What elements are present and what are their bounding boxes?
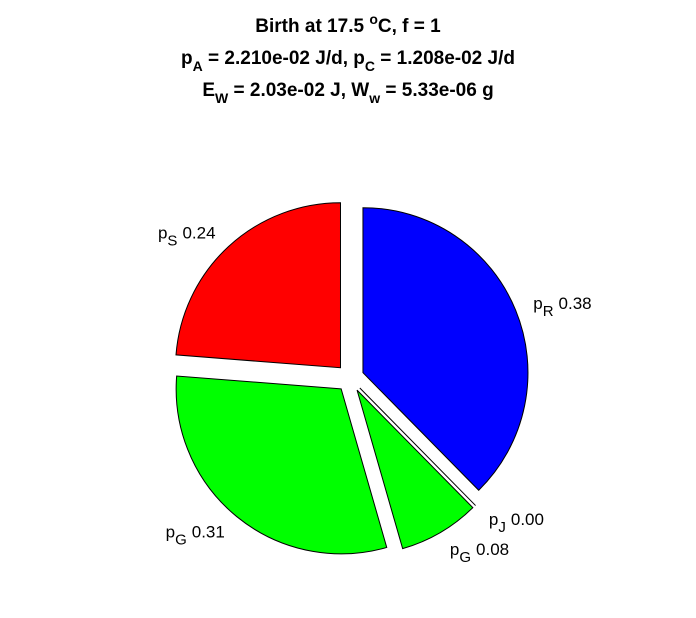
slice-label: pS 0.24: [158, 224, 216, 250]
title-sub: C: [365, 58, 375, 74]
slice-label: pG 0.31: [166, 522, 225, 548]
label-subscript: J: [498, 519, 506, 536]
label-value: 0.08: [476, 540, 509, 559]
chart-title: Birth at 17.5 oC, f = 1 pA = 2.210e-02 J/…: [181, 11, 515, 106]
label-value: 0.31: [192, 522, 225, 541]
label-value: 0.24: [182, 224, 215, 243]
label-name: p: [489, 510, 498, 529]
pie-slice: [362, 207, 529, 491]
title-text: E: [202, 80, 215, 101]
label-name: p: [158, 224, 167, 243]
label-subscript: G: [175, 531, 187, 548]
title-text: Birth at 17.5: [255, 16, 369, 37]
label-name: p: [166, 522, 175, 541]
slice-label: pJ 0.00: [489, 510, 544, 536]
title-text: = 5.33e-06 g: [380, 80, 494, 101]
label-subscript: G: [459, 549, 471, 566]
title-sub: W: [215, 90, 229, 106]
label-subscript: R: [543, 303, 554, 320]
title-sub: A: [193, 58, 203, 74]
label-subscript: S: [167, 233, 177, 250]
title-text: C, f = 1: [378, 16, 441, 37]
title-sup: o: [369, 11, 378, 27]
label-value: 0.38: [559, 294, 592, 313]
title-text: p: [181, 48, 193, 69]
label-name: p: [533, 294, 542, 313]
pie-slice: [175, 202, 341, 369]
pie-slice: [356, 389, 474, 550]
title-line: EW = 2.03e-02 J, Ww = 5.33e-06 g: [202, 80, 493, 106]
title-text: = 2.03e-02 J, W: [228, 80, 369, 101]
pie-slice: [175, 375, 388, 555]
title-sub: w: [368, 90, 380, 106]
slice-label: pG 0.08: [450, 540, 509, 566]
title-line: pA = 2.210e-02 J/d, pC = 1.208e-02 J/d: [181, 48, 515, 74]
title-text: = 1.208e-02 J/d: [375, 48, 515, 69]
slice-label: pR 0.38: [533, 294, 591, 320]
title-text: = 2.210e-02 J/d, p: [203, 48, 365, 69]
title-line: Birth at 17.5 oC, f = 1: [255, 11, 441, 37]
label-name: p: [450, 540, 459, 559]
label-value: 0.00: [511, 510, 544, 529]
